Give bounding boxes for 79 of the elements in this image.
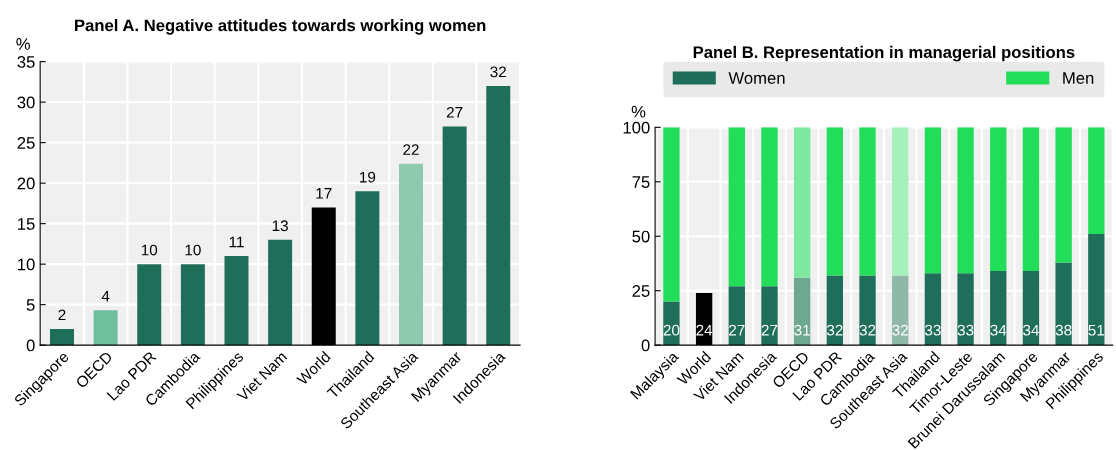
bar [728,127,745,287]
y-tick-label: 15 [18,218,35,230]
y-tick-label: 75 [632,176,650,188]
bar [892,127,909,276]
bar [1088,234,1105,346]
data-label: 27 [761,324,778,336]
data-label: 20 [663,324,680,336]
bar [268,239,293,346]
y-tick-label: 0 [26,339,35,352]
data-label: 13 [272,220,288,232]
bar [761,286,778,346]
y-tick-label: 10 [18,258,35,271]
data-label: 38 [1055,324,1072,336]
data-label: 34 [990,324,1007,336]
bar [793,277,811,346]
bar [859,275,876,346]
bar [1022,127,1040,272]
y-tick-label: 0 [641,339,650,352]
y-axis-title: % [631,105,646,118]
bar [1088,127,1105,235]
y-tick-label: 25 [17,137,35,149]
chart-title: Panel A. Negative attitudes towards working women [75,19,486,35]
y-tick-label: 50 [632,230,650,243]
bar [355,191,380,346]
data-label: 2 [58,309,66,321]
y-tick-label: 5 [26,299,35,311]
data-label: 33 [957,324,974,336]
data-label: 32 [859,324,876,336]
bar [859,127,876,276]
bar [663,127,680,302]
chart-title: Panel B. Representation in managerial positions [693,45,1075,62]
data-label: 11 [229,236,244,248]
bar [728,286,745,346]
data-label: 31 [794,324,810,336]
y-axis-title: % [16,38,30,50]
bar [1022,271,1040,346]
data-label: 27 [729,324,745,336]
bar [826,275,844,346]
data-label: 10 [141,244,158,256]
data-label: 32 [826,324,843,336]
data-label: 10 [185,244,201,256]
bar [1055,262,1072,346]
bar [826,127,844,276]
bar [957,127,974,274]
y-tick-label: 20 [17,177,35,190]
y-tick-label: 100 [623,121,650,134]
bar [224,256,249,346]
data-label: 51 [1088,324,1105,336]
legend-label: Women [728,72,785,84]
bar [924,127,942,274]
y-tick-label: 25 [632,285,650,297]
y-tick-label: 30 [17,96,35,109]
data-label: 34 [1023,324,1039,336]
bar [486,85,511,346]
bar [761,127,778,287]
bar [924,273,942,346]
data-label: 22 [403,144,419,155]
data-label: 33 [924,324,941,336]
data-label: 19 [360,171,376,183]
data-label: 4 [101,290,110,302]
bar [990,271,1007,346]
bar [93,310,118,346]
bar [1055,127,1072,263]
data-label: 32 [490,66,506,78]
legend-label: Men [1063,72,1094,84]
bar [892,275,909,346]
data-label: 17 [316,188,332,199]
bar [180,264,205,346]
bar [399,163,423,346]
bar [663,301,680,346]
y-tick-label: 35 [17,56,35,68]
bar [49,328,74,346]
bar [442,126,467,346]
bar [957,273,974,346]
data-label: 32 [892,324,908,336]
bar [990,127,1007,272]
bar [793,127,811,278]
bar [137,264,162,346]
data-label: 27 [446,106,463,118]
